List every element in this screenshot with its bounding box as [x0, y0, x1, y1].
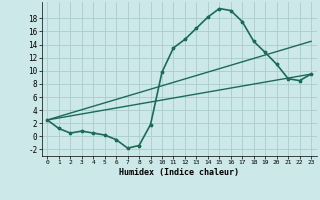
X-axis label: Humidex (Indice chaleur): Humidex (Indice chaleur)	[119, 168, 239, 177]
